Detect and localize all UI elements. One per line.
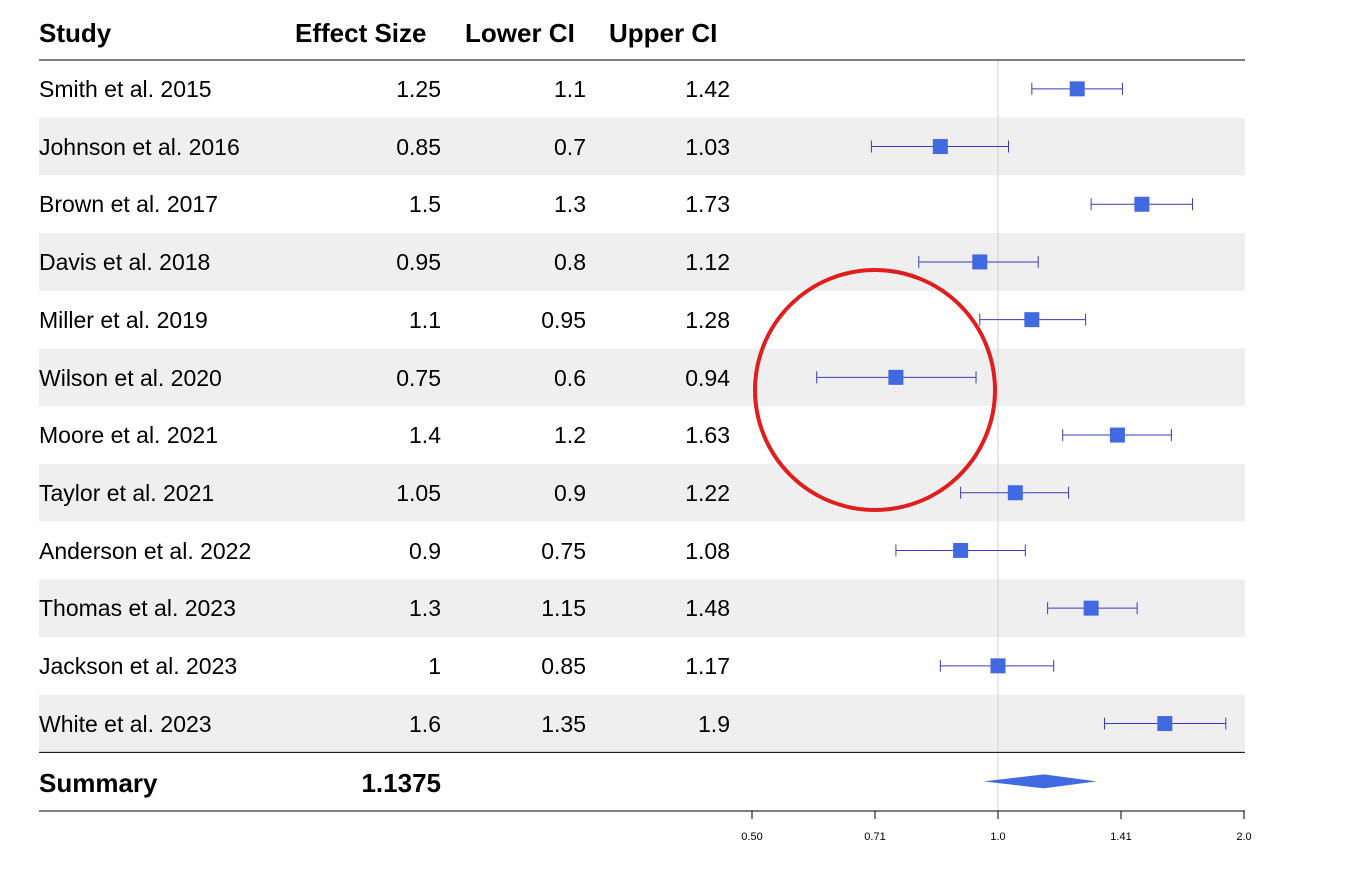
lower-ci: 0.7: [554, 133, 586, 160]
effect-size: 1.3: [409, 595, 441, 622]
study-name: Anderson et al. 2022: [39, 537, 252, 564]
effect-marker: [1069, 81, 1085, 97]
upper-ci: 1.63: [685, 422, 730, 449]
row-stripe: [39, 117, 1245, 176]
summary-label: Summary: [39, 768, 158, 798]
study-name: Taylor et al. 2021: [39, 479, 215, 506]
highlight-circle: [753, 268, 997, 512]
x-tick-label: 0.71: [864, 831, 885, 843]
lower-ci: 1.3: [554, 191, 586, 218]
effect-marker: [888, 369, 904, 385]
upper-ci: 1.73: [685, 191, 730, 218]
study-name: Davis et al. 2018: [39, 249, 211, 276]
effect-size: 0.85: [396, 133, 441, 160]
effect-marker: [1024, 312, 1040, 328]
effect-size: 1.25: [396, 76, 441, 102]
effect-marker: [1134, 196, 1150, 212]
effect-size: 1.6: [409, 710, 441, 737]
effect-marker: [1109, 427, 1125, 443]
header-effect-size: Effect Size: [295, 18, 427, 48]
study-name: Miller et al. 2019: [39, 306, 208, 333]
lower-ci: 0.75: [541, 537, 586, 564]
effect-marker: [972, 254, 988, 270]
effect-marker: [1007, 485, 1023, 501]
row-stripe: [39, 233, 1245, 291]
effect-size: 0.95: [396, 249, 441, 276]
study-name: White et al. 2023: [39, 710, 212, 737]
lower-ci: 0.6: [554, 364, 586, 391]
study-name: Johnson et al. 2016: [39, 133, 240, 160]
upper-ci: 1.9: [698, 710, 730, 737]
upper-ci: 1.48: [685, 595, 730, 622]
upper-ci: 1.17: [685, 653, 730, 679]
header-upper-ci: Upper CI: [609, 18, 718, 48]
effect-size: 1.4: [409, 422, 441, 449]
effect-marker: [932, 139, 948, 155]
effect-size: 1: [428, 653, 441, 679]
x-tick-label: 1.0: [990, 831, 1005, 843]
study-name: Jackson et al. 2023: [39, 653, 238, 679]
header-lower-ci: Lower CI: [465, 18, 575, 48]
row-stripe: [39, 694, 1245, 753]
summary-diamond: [983, 774, 1097, 789]
study-name: Brown et al. 2017: [39, 191, 219, 218]
lower-ci: 1.35: [541, 710, 586, 737]
row-stripe: [39, 579, 1245, 637]
lower-ci: 0.9: [554, 479, 586, 506]
effect-size: 1.1: [409, 306, 441, 333]
effect-size: 0.9: [409, 537, 441, 564]
effect-marker: [990, 658, 1006, 674]
effect-size: 1.05: [396, 479, 441, 506]
upper-ci: 1.08: [685, 537, 730, 564]
study-name: Thomas et al. 2023: [39, 595, 236, 622]
upper-ci: 1.03: [685, 133, 730, 160]
header-study: Study: [39, 18, 112, 48]
lower-ci: 0.85: [541, 653, 586, 679]
effect-size: 1.5: [409, 191, 441, 218]
lower-ci: 1.1: [554, 76, 586, 102]
x-tick-label: 2.0: [1236, 831, 1251, 843]
effect-size: 0.75: [396, 364, 441, 391]
x-tick-label: 0.50: [741, 831, 762, 843]
upper-ci: 1.42: [685, 76, 730, 102]
upper-ci: 1.12: [685, 249, 730, 276]
effect-marker: [1083, 600, 1099, 616]
upper-ci: 1.22: [685, 479, 730, 506]
study-name: Moore et al. 2021: [39, 422, 219, 449]
upper-ci: 1.28: [685, 306, 730, 333]
lower-ci: 1.2: [554, 422, 586, 449]
effect-marker: [1157, 716, 1173, 732]
summary-effect: 1.1375: [361, 768, 441, 798]
study-name: Wilson et al. 2020: [39, 364, 222, 391]
study-name: Smith et al. 2015: [39, 76, 212, 102]
upper-ci: 0.94: [685, 364, 730, 391]
lower-ci: 1.15: [541, 595, 586, 622]
lower-ci: 0.8: [554, 249, 586, 276]
lower-ci: 0.95: [541, 306, 586, 333]
row-stripe: [39, 348, 1245, 407]
x-tick-label: 1.41: [1110, 831, 1131, 843]
effect-marker: [953, 542, 969, 558]
